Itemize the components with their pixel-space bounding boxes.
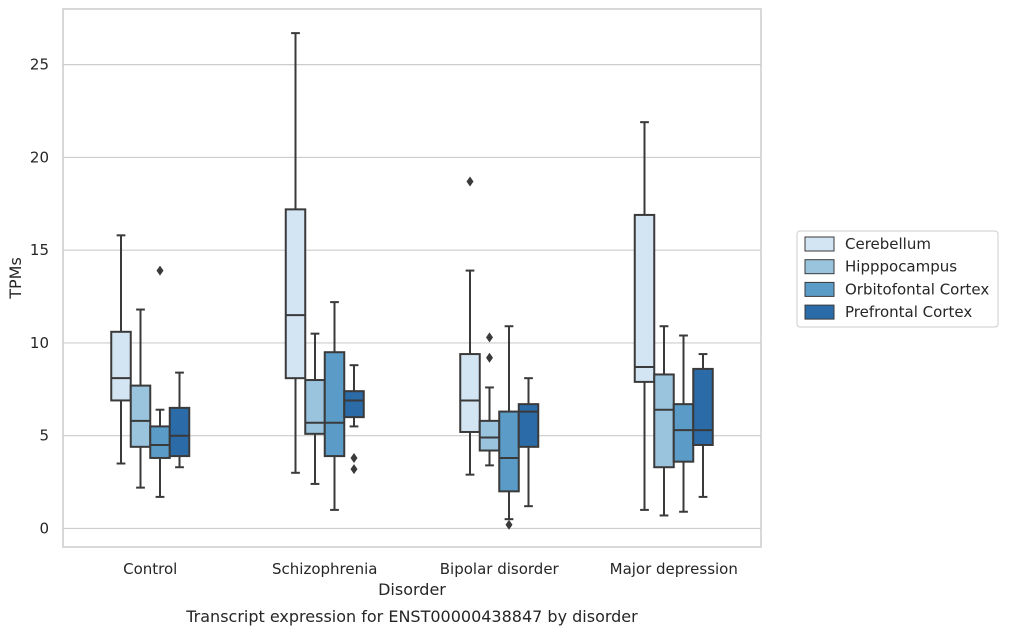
- legend-entry-label: Hipppocampus: [845, 258, 957, 276]
- box-prefrontal-cortex: [343, 364, 365, 475]
- y-tick-label: 15: [30, 241, 49, 259]
- box-body: [459, 353, 481, 433]
- x-tick-label: Control: [123, 560, 177, 578]
- box-body: [304, 379, 326, 435]
- box-orbitofontal-cortex: [672, 334, 695, 513]
- box-cerebellum: [633, 121, 656, 511]
- box-body: [517, 403, 540, 448]
- box-orbitofontal-cortex: [149, 265, 171, 498]
- outlier-point: [466, 176, 474, 187]
- y-axis-label: TPMs: [6, 257, 25, 300]
- x-tick-label: Bipolar disorder: [440, 560, 560, 578]
- box-hipppocampus: [129, 308, 152, 489]
- outlier-point: [156, 265, 164, 276]
- plot-area-frame: [62, 8, 762, 548]
- legend: Cerebellum Hipppocampus Orbitofontal Corte…: [796, 230, 999, 328]
- legend-entry-label: Prefrontal Cortex: [845, 303, 972, 321]
- box-cerebellum: [110, 234, 132, 465]
- box-body: [633, 213, 656, 383]
- x-axis-ticks: Control Schizophrenia Bipolar disorder Majo…: [123, 560, 738, 578]
- legend-swatch: [804, 236, 835, 252]
- x-axis-label: Disorder: [378, 580, 446, 599]
- legend-entry-label: Cerebellum: [845, 235, 931, 253]
- box-body: [149, 425, 171, 459]
- box-body: [129, 384, 152, 448]
- outlier-point: [350, 452, 358, 463]
- y-tick-label: 20: [30, 148, 49, 166]
- box-body: [672, 403, 695, 463]
- y-tick-label: 5: [39, 427, 49, 445]
- legend-frame: [796, 230, 999, 328]
- box-body: [284, 208, 307, 380]
- boxes: [110, 32, 714, 530]
- box-body: [692, 367, 714, 446]
- y-tick-label: 0: [39, 519, 49, 537]
- box-body: [323, 351, 346, 458]
- box-orbitofontal-cortex: [498, 325, 520, 530]
- outlier-point: [486, 332, 493, 343]
- x-tick-label: Major depression: [610, 560, 738, 578]
- legend-swatch: [804, 259, 835, 275]
- box-body: [653, 373, 675, 469]
- outlier-point: [350, 464, 358, 475]
- box-prefrontal-cortex: [168, 371, 191, 469]
- box-body: [110, 330, 132, 402]
- outlier-point: [486, 352, 493, 363]
- legend-entry-label: Orbitofontal Cortex: [845, 280, 989, 298]
- box-body: [168, 406, 191, 458]
- y-tick-label: 10: [30, 334, 49, 352]
- box-body: [478, 419, 501, 452]
- box-prefrontal-cortex: [692, 353, 714, 498]
- box-hipppocampus: [478, 332, 501, 467]
- box-orbitofontal-cortex: [323, 301, 346, 511]
- box-hipppocampus: [653, 325, 675, 517]
- y-axis-ticks: 0 5 10 15 20 25: [30, 56, 49, 538]
- box-cerebellum: [284, 32, 307, 474]
- box-body: [498, 410, 520, 493]
- outlier-point: [505, 519, 513, 530]
- box-prefrontal-cortex: [517, 377, 540, 508]
- x-tick-label: Schizophrenia: [272, 560, 377, 578]
- legend-swatch: [804, 281, 835, 297]
- legend-swatch: [804, 304, 835, 320]
- y-tick-label: 25: [30, 56, 49, 74]
- figure-caption: Transcript expression for ENST0000043884…: [185, 607, 638, 626]
- box-hipppocampus: [304, 332, 326, 485]
- box-cerebellum: [459, 176, 481, 476]
- box-body: [343, 390, 365, 419]
